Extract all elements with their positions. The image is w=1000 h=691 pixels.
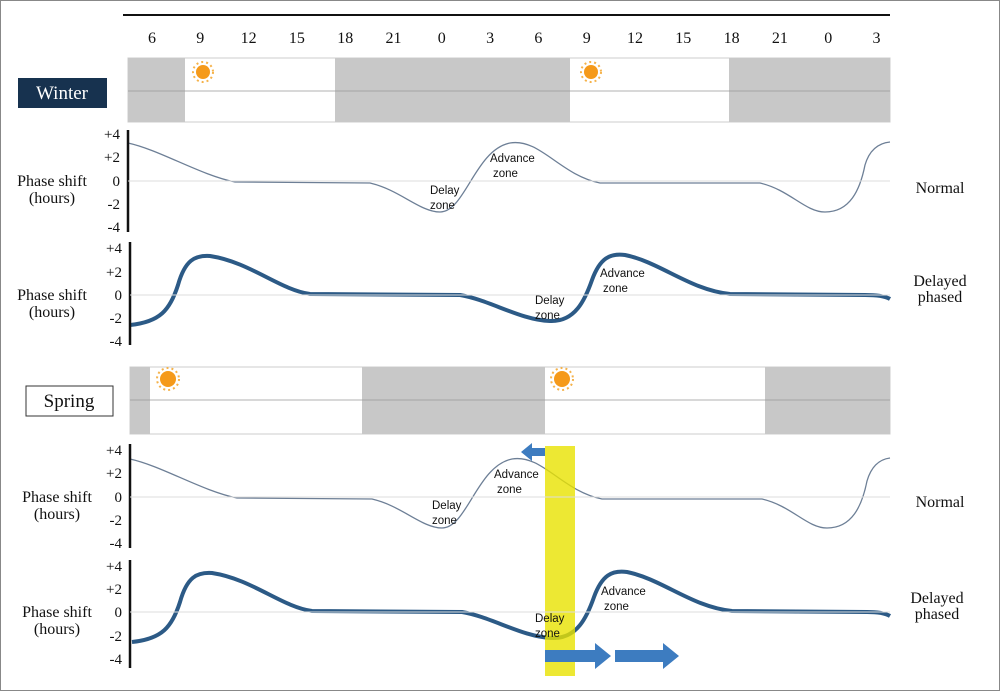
time-tick-label: 3	[486, 30, 494, 47]
winter-light-bar	[127, 57, 891, 123]
y-tick-label: -4	[110, 536, 123, 552]
time-tick-label: 18	[724, 30, 740, 47]
y-tick-label: +2	[104, 150, 120, 166]
condition-label: Normal	[916, 494, 965, 511]
normal-curve	[129, 457, 891, 529]
condition-label: phased	[915, 606, 959, 623]
y-tick-label: +4	[104, 127, 120, 143]
time-tick-label: 12	[627, 30, 643, 47]
sun-icon	[192, 61, 214, 83]
delay-zone-label: Delay	[430, 185, 460, 197]
advance-zone-label: Advance	[600, 268, 645, 280]
y-tick-label: -4	[110, 334, 123, 350]
time-tick-label: 3	[873, 30, 881, 47]
y-tick-label: +2	[106, 466, 122, 482]
delay-zone-label: zone	[535, 628, 560, 640]
y-tick-label: -2	[108, 197, 121, 213]
delay-zone-label: zone	[432, 515, 457, 527]
y-tick-label: -2	[110, 311, 123, 327]
advance-arrow	[521, 443, 545, 461]
sun-icon	[550, 367, 574, 391]
y-tick-label: 0	[115, 490, 123, 506]
time-tick-label: 0	[824, 30, 832, 47]
y-axis-label: Phase shift	[17, 173, 87, 190]
advance-zone-label: zone	[493, 168, 518, 180]
condition-label: Delayed	[910, 590, 963, 607]
y-tick-label: +2	[106, 265, 122, 281]
y-tick-label: 0	[113, 174, 121, 190]
advance-zone-label: zone	[497, 484, 522, 496]
y-tick-label: 0	[115, 605, 123, 621]
delay-zone-label: Delay	[535, 613, 565, 625]
y-axis-label: Phase shift	[17, 287, 87, 304]
y-tick-label: -4	[110, 652, 123, 668]
time-tick-label: 12	[241, 30, 257, 47]
time-tick-label: 21	[386, 30, 402, 47]
advance-zone-label: Advance	[494, 469, 539, 481]
y-tick-label: +4	[106, 443, 122, 459]
delay-arrow	[545, 643, 611, 669]
y-tick-label: -4	[108, 220, 121, 236]
advance-zone-label: zone	[603, 283, 628, 295]
time-tick-label: 6	[534, 30, 542, 47]
sun-icon	[156, 367, 180, 391]
y-tick-label: +4	[106, 241, 122, 257]
y-tick-label: -2	[110, 629, 123, 645]
y-axis-label: Phase shift	[22, 489, 92, 506]
y-axis-label: (hours)	[29, 304, 75, 321]
time-tick-label: 9	[196, 30, 204, 47]
y-tick-label: +2	[106, 582, 122, 598]
y-axis-label: (hours)	[34, 506, 80, 523]
normal-curve	[127, 141, 891, 213]
season-label: Spring	[44, 391, 95, 412]
advance-zone-label: Advance	[601, 586, 646, 598]
time-tick-label: 9	[583, 30, 591, 47]
time-tick-label: 21	[772, 30, 788, 47]
delayed-curve	[129, 252, 892, 327]
y-axis-label: (hours)	[34, 621, 80, 638]
delay-zone-label: Delay	[535, 295, 565, 307]
condition-label: phased	[918, 289, 962, 306]
y-tick-label: 0	[115, 288, 123, 304]
time-tick-label: 18	[337, 30, 353, 47]
time-tick-label: 0	[438, 30, 446, 47]
condition-label: Delayed	[913, 273, 966, 290]
highlight-band	[545, 446, 575, 676]
spring-light-bar	[129, 366, 891, 435]
season-label-box	[18, 78, 107, 108]
time-tick-label: 15	[675, 30, 691, 47]
advance-zone-label: Advance	[490, 153, 535, 165]
condition-label: Normal	[916, 180, 965, 197]
time-tick-label: 15	[289, 30, 305, 47]
delay-zone-label: zone	[430, 200, 455, 212]
y-axis-label: (hours)	[29, 190, 75, 207]
delay-zone-label: zone	[535, 310, 560, 322]
delay-zone-label: Delay	[432, 500, 462, 512]
y-tick-label: +4	[106, 559, 122, 575]
y-axis-label: Phase shift	[22, 604, 92, 621]
delay-arrow	[615, 643, 679, 669]
time-tick-label: 6	[148, 30, 156, 47]
season-label-box	[25, 385, 114, 417]
y-tick-label: -2	[110, 513, 123, 529]
advance-zone-label: zone	[604, 601, 629, 613]
season-label: Winter	[36, 83, 89, 104]
sun-icon	[580, 61, 602, 83]
